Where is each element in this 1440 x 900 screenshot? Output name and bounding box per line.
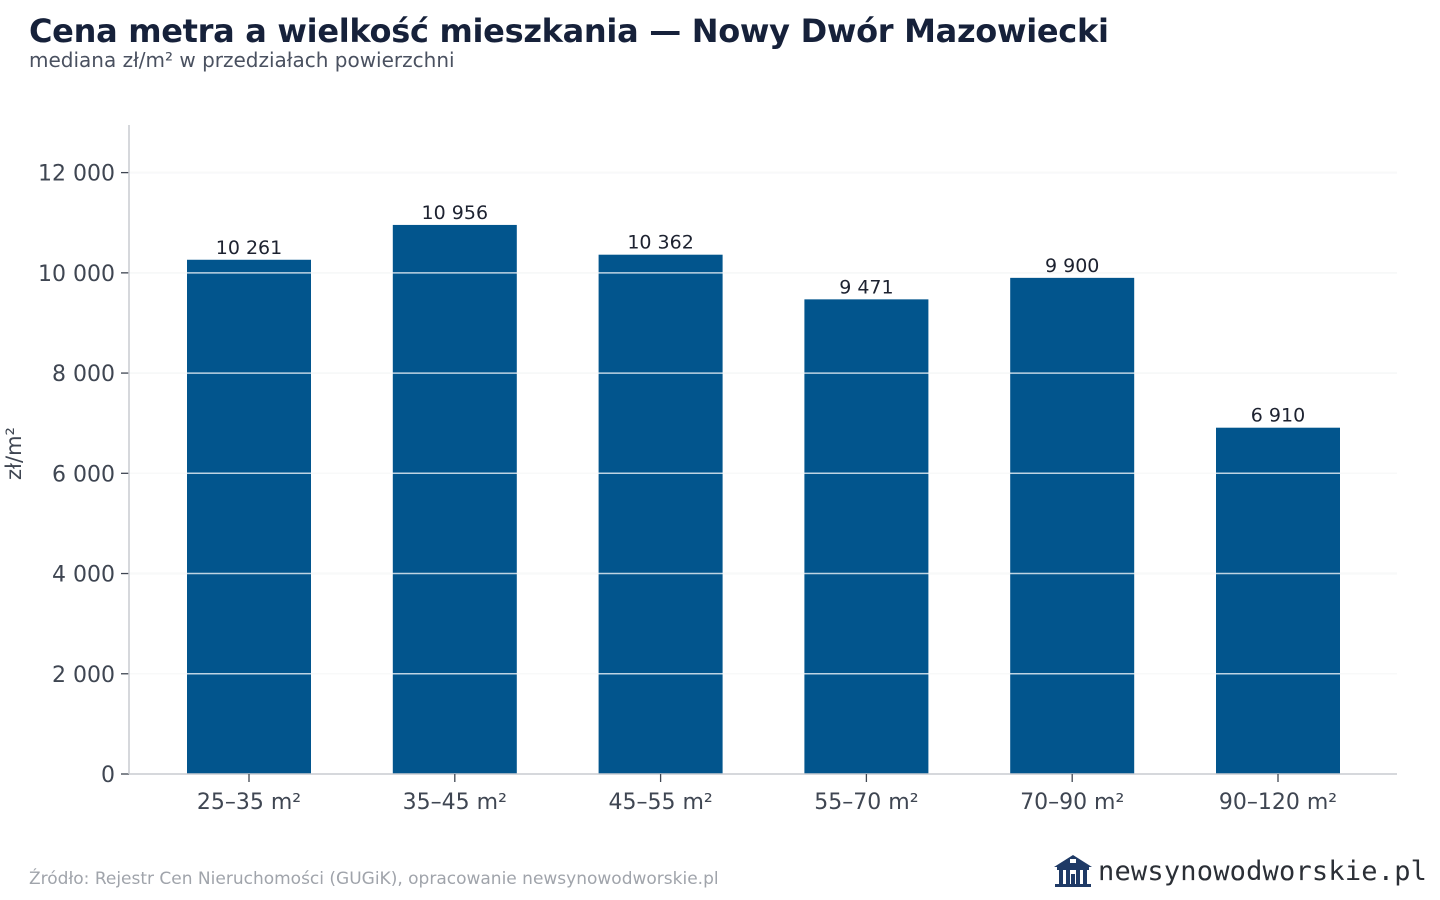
chart-title: Cena metra a wielkość mieszkania — Nowy …	[29, 12, 1109, 50]
logo-text: newsynowodworskie.pl	[1098, 855, 1428, 887]
bar	[598, 254, 723, 774]
bar	[1216, 427, 1340, 774]
source-note: Źródło: Rejestr Cen Nieruchomości (GUGiK…	[29, 869, 719, 889]
data-label: 6 910	[1251, 405, 1305, 427]
bar	[187, 259, 311, 774]
data-label: 10 261	[216, 237, 282, 259]
bar	[1010, 277, 1135, 774]
x-tick-label: 45–55 m²	[608, 790, 712, 815]
data-label: 10 956	[422, 202, 488, 224]
bars	[187, 224, 1340, 774]
y-tick-label: 8 000	[52, 362, 115, 387]
y-tick-label: 12 000	[38, 162, 115, 187]
house-icon	[1054, 855, 1092, 887]
labels: 0 2 000 4 000 6 000 8 000 10 000 12 000 10 261 2…	[2, 162, 1337, 815]
gridlines-overlay	[129, 171, 1397, 675]
y-tick-label: 4 000	[52, 563, 115, 588]
x-tick-label: 35–45 m²	[403, 790, 507, 815]
x-tick-label: 25–35 m²	[197, 790, 301, 815]
data-label: 9 471	[839, 276, 893, 298]
y-tick-label: 10 000	[38, 262, 115, 287]
axes	[121, 125, 1397, 782]
gridlines	[129, 171, 1397, 675]
y-axis-title: zł/m²	[2, 427, 26, 480]
x-tick-label: 90–120 m²	[1219, 790, 1337, 815]
y-tick-label: 2 000	[52, 663, 115, 688]
y-tick-label: 0	[101, 763, 115, 788]
chart-subtitle: mediana zł/m² w przedziałach powierzchni	[29, 48, 455, 72]
bar	[804, 299, 929, 774]
bar	[392, 224, 517, 774]
data-label: 9 900	[1045, 255, 1099, 277]
y-tick-label: 6 000	[52, 462, 115, 487]
x-tick-label: 55–70 m²	[814, 790, 918, 815]
x-tick-label: 70–90 m²	[1020, 790, 1124, 815]
data-label: 10 362	[627, 232, 693, 254]
site-logo: newsynowodworskie.pl	[1052, 852, 1427, 890]
